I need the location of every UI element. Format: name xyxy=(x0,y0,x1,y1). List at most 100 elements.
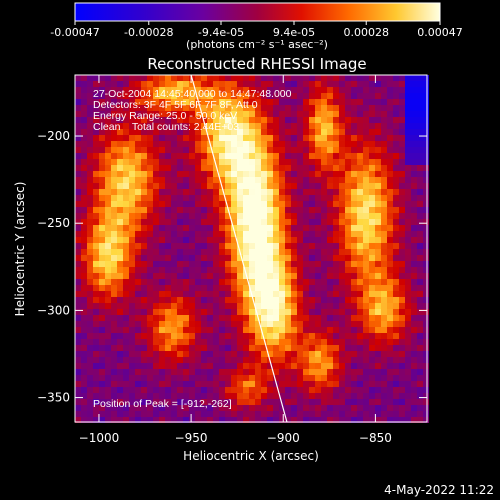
heatmap-cell xyxy=(177,165,183,171)
heatmap-cell xyxy=(321,315,327,321)
heatmap-cell xyxy=(261,225,267,231)
heatmap-cell xyxy=(363,117,369,123)
heatmap-cell xyxy=(117,363,123,369)
heatmap-cell xyxy=(87,231,93,237)
heatmap-cell xyxy=(291,399,297,405)
heatmap-cell xyxy=(237,189,243,195)
heatmap-cell xyxy=(279,207,285,213)
heatmap-cell xyxy=(189,153,195,159)
heatmap-cell xyxy=(243,375,249,381)
heatmap-cell xyxy=(93,393,99,399)
heatmap-cell xyxy=(321,111,327,117)
heatmap-cell xyxy=(255,261,261,267)
heatmap-cell xyxy=(111,249,117,255)
heatmap-cell xyxy=(399,129,405,135)
heatmap-cell xyxy=(321,417,327,423)
heatmap-cell xyxy=(183,159,189,165)
heatmap-cell xyxy=(189,147,195,153)
heatmap-cell xyxy=(213,117,219,123)
heatmap-cell xyxy=(267,165,273,171)
heatmap-cell xyxy=(333,207,339,213)
heatmap-cell xyxy=(195,81,201,87)
heatmap-cell xyxy=(291,129,297,135)
heatmap-cell xyxy=(231,129,237,135)
heatmap-cell xyxy=(399,345,405,351)
heatmap-cell xyxy=(297,357,303,363)
heatmap-cell xyxy=(147,327,153,333)
heatmap-cell xyxy=(213,393,219,399)
heatmap-cell xyxy=(411,351,417,357)
heatmap-cell xyxy=(291,243,297,249)
heatmap-cell xyxy=(261,189,267,195)
heatmap-cell xyxy=(243,345,249,351)
heatmap-cell xyxy=(309,393,315,399)
heatmap-cell xyxy=(123,291,129,297)
heatmap-cell xyxy=(99,303,105,309)
heatmap-cell xyxy=(345,285,351,291)
heatmap-cell xyxy=(363,111,369,117)
heatmap-cell xyxy=(117,225,123,231)
heatmap-cell xyxy=(297,225,303,231)
heatmap-cell xyxy=(345,363,351,369)
heatmap-cell xyxy=(327,219,333,225)
heatmap-cell xyxy=(165,99,171,105)
heatmap-cell xyxy=(189,129,195,135)
heatmap-cell xyxy=(225,369,231,375)
heatmap-cell xyxy=(333,219,339,225)
heatmap-cell xyxy=(177,381,183,387)
heatmap-cell xyxy=(291,81,297,87)
heatmap-cell xyxy=(87,207,93,213)
heatmap-cell xyxy=(213,213,219,219)
heatmap-cell xyxy=(369,171,375,177)
heatmap-cell xyxy=(117,147,123,153)
heatmap-cell xyxy=(417,369,423,375)
heatmap-cell xyxy=(351,243,357,249)
heatmap-cell xyxy=(357,357,363,363)
heatmap-cell xyxy=(387,303,393,309)
heatmap-cell xyxy=(75,243,81,249)
heatmap-cell xyxy=(399,123,405,129)
heatmap-cell xyxy=(255,225,261,231)
heatmap-cell xyxy=(417,123,423,129)
heatmap-cell xyxy=(357,177,363,183)
heatmap-cell xyxy=(267,99,273,105)
heatmap-cell xyxy=(87,75,93,81)
heatmap-cell xyxy=(243,351,249,357)
heatmap-cell xyxy=(417,267,423,273)
heatmap-cell xyxy=(147,375,153,381)
heatmap-cell xyxy=(135,237,141,243)
heatmap-cell xyxy=(417,75,423,81)
heatmap-cell xyxy=(375,303,381,309)
heatmap-cell xyxy=(321,285,327,291)
heatmap-cell xyxy=(375,369,381,375)
heatmap-cell xyxy=(177,303,183,309)
heatmap-cell xyxy=(267,231,273,237)
heatmap-cell xyxy=(303,201,309,207)
heatmap-cell xyxy=(399,177,405,183)
heatmap-cell xyxy=(213,387,219,393)
heatmap-cell xyxy=(189,81,195,87)
heatmap-cell xyxy=(351,99,357,105)
heatmap-cell xyxy=(123,351,129,357)
heatmap-cell xyxy=(273,99,279,105)
heatmap-cell xyxy=(423,315,429,321)
heatmap-cell xyxy=(321,105,327,111)
heatmap-cell xyxy=(111,327,117,333)
heatmap-cell xyxy=(225,117,231,123)
heatmap-cell xyxy=(273,273,279,279)
heatmap-cell xyxy=(381,399,387,405)
heatmap-cell xyxy=(351,111,357,117)
heatmap-cell xyxy=(117,135,123,141)
heatmap-cell xyxy=(135,129,141,135)
heatmap-cell xyxy=(219,255,225,261)
heatmap-cell xyxy=(183,183,189,189)
heatmap-cell xyxy=(117,351,123,357)
heatmap-cell xyxy=(357,255,363,261)
heatmap-cell xyxy=(165,141,171,147)
heatmap-cell xyxy=(267,93,273,99)
heatmap-cell xyxy=(363,387,369,393)
heatmap-cell xyxy=(111,99,117,105)
heatmap-cell xyxy=(297,87,303,93)
heatmap-cell xyxy=(243,255,249,261)
heatmap-cell xyxy=(369,219,375,225)
